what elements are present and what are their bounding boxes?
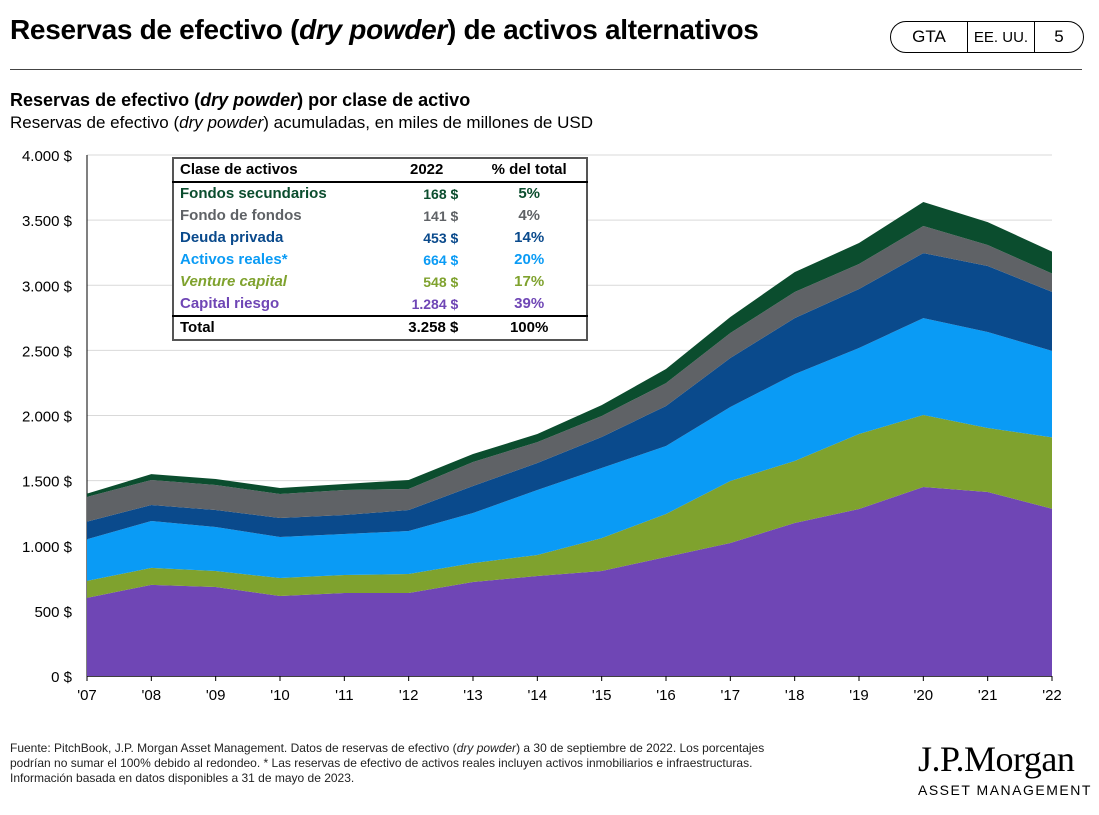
table-header-class: Clase de activos	[173, 158, 382, 183]
table-row: Fondos secundarios 168 $ 5%	[173, 182, 587, 205]
x-tick-label: '17	[721, 687, 741, 704]
table-row: Fondo de fondos 141 $ 4%	[173, 205, 587, 227]
chart-title: Reservas de efectivo (dry powder) por cl…	[10, 90, 471, 110]
chart-subtitle: Reservas de efectivo (dry powder) acumul…	[10, 113, 594, 132]
table-row-value: 453 $	[423, 230, 459, 246]
table-row-pct: 17%	[514, 273, 545, 290]
area-fondo-de-fondos	[87, 225, 1052, 522]
x-tick-label: '19	[849, 687, 869, 704]
jpmorgan-logo: J.P.Morgan ASSET MANAGEMENT	[918, 739, 1092, 798]
y-tick-label: 2.000 $	[22, 409, 73, 426]
table-row: Venture capital 548 $ 17%	[173, 271, 587, 293]
x-tick-label: '20	[914, 687, 934, 704]
x-tick-label: '11	[335, 687, 353, 704]
table-row-pct: 39%	[514, 295, 545, 312]
table-row-label: Deuda privada	[180, 229, 284, 246]
x-tick-label: '18	[785, 687, 805, 704]
table-row-label: Capital riesgo	[180, 295, 280, 312]
page-badge: GTA EE. UU. 5	[890, 21, 1084, 53]
table-row-label: Activos reales*	[180, 251, 288, 268]
footnote: Fuente: PitchBook, J.P. Morgan Asset Man…	[10, 741, 765, 785]
table-row-pct: 5%	[518, 185, 540, 202]
x-tick-label: '13	[463, 687, 483, 704]
area-capital-riesgo	[87, 487, 1052, 676]
x-tick-label: '09	[206, 687, 226, 704]
table-row-label: Fondo de fondos	[180, 207, 302, 224]
x-tick-label: '12	[399, 687, 419, 704]
y-tick-label: 1.500 $	[22, 474, 73, 491]
table-total-value: 3.258 $	[381, 315, 473, 340]
table-row-value: 664 $	[423, 252, 459, 268]
table-row-value: 141 $	[423, 208, 459, 224]
table-row-pct: 4%	[518, 207, 540, 224]
area-deuda-privada	[87, 253, 1052, 540]
y-tick-label: 2.500 $	[22, 343, 73, 360]
table-row-pct: 14%	[514, 229, 545, 246]
table-header-year: 2022	[381, 158, 473, 183]
table-row-value: 168 $	[423, 186, 459, 202]
x-tick-label: '08	[142, 687, 162, 704]
table-row-pct: 20%	[514, 251, 545, 268]
table-row: Capital riesgo 1.284 $ 39%	[173, 293, 587, 316]
area-activos-reales	[87, 318, 1052, 581]
table-total-label: Total	[173, 315, 382, 340]
y-tick-label: 1.000 $	[22, 539, 73, 556]
y-tick-label: 500 $	[34, 604, 72, 621]
x-tick-label: '16	[656, 687, 676, 704]
table-row-label: Venture capital	[180, 273, 287, 290]
table-total-pct: 100%	[472, 315, 587, 340]
x-tick-label: '22	[1042, 687, 1062, 704]
page-title: Reservas de efectivo (dry powder) de act…	[10, 14, 759, 45]
x-tick-label: '14	[528, 687, 548, 704]
stacked-area-chart: 0 $ 500 $ 1.000 $ 1.500 $ 2.000 $ 2.500 $ 3.00…	[22, 148, 1062, 704]
table-row: Deuda privada 453 $ 14%	[173, 227, 587, 249]
table-header-pct: % del total	[472, 158, 587, 183]
x-tick-label: '15	[592, 687, 612, 704]
badge-region: GTA	[891, 22, 968, 52]
badge-page-number: 5	[1054, 27, 1064, 46]
x-tick-label: '07	[77, 687, 97, 704]
y-tick-label: 3.500 $	[22, 213, 73, 230]
table-row-label: Fondos secundarios	[180, 185, 327, 202]
title-divider	[10, 69, 1082, 70]
x-tick-label: '21	[978, 687, 998, 704]
x-tick-label: '10	[270, 687, 290, 704]
y-tick-label: 3.000 $	[22, 278, 73, 295]
table-row: Activos reales* 664 $ 20%	[173, 249, 587, 271]
badge-country: EE. UU.	[968, 22, 1035, 52]
area-fondos-secundarios	[87, 202, 1052, 497]
table-row-value: 548 $	[423, 274, 459, 290]
y-tick-label: 4.000 $	[22, 148, 73, 165]
legend-table: Clase de activos 2022 % del total Fondos…	[172, 157, 588, 341]
table-row-value: 1.284 $	[411, 296, 459, 312]
area-venture-capital	[87, 414, 1052, 598]
y-tick-label: 0 $	[51, 669, 73, 686]
